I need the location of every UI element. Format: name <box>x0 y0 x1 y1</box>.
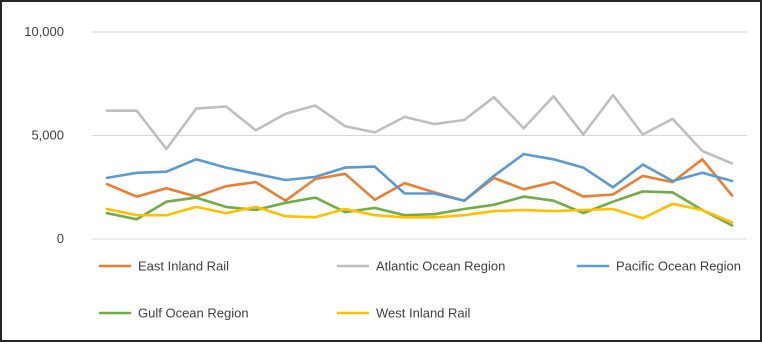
legend-label-atlantic-ocean-region: Atlantic Ocean Region <box>376 259 505 274</box>
series-line-gulf-ocean-region <box>105 190 734 227</box>
legend-label-gulf-ocean-region: Gulf Ocean Region <box>138 306 249 321</box>
y-tick-label: 10,000 <box>24 24 64 39</box>
series-line-pacific-ocean-region <box>105 152 734 202</box>
legend-label-pacific-ocean-region: Pacific Ocean Region <box>616 259 741 274</box>
series-line-atlantic-ocean-region <box>105 93 734 165</box>
series-line-west-inland-rail <box>105 202 734 224</box>
legend-label-east-inland-rail: East Inland Rail <box>138 259 229 274</box>
y-tick-label: 0 <box>57 231 64 246</box>
series-line-east-inland-rail <box>105 158 734 202</box>
legend-label-west-inland-rail: West Inland Rail <box>376 306 471 321</box>
y-tick-label: 5,000 <box>31 128 64 143</box>
